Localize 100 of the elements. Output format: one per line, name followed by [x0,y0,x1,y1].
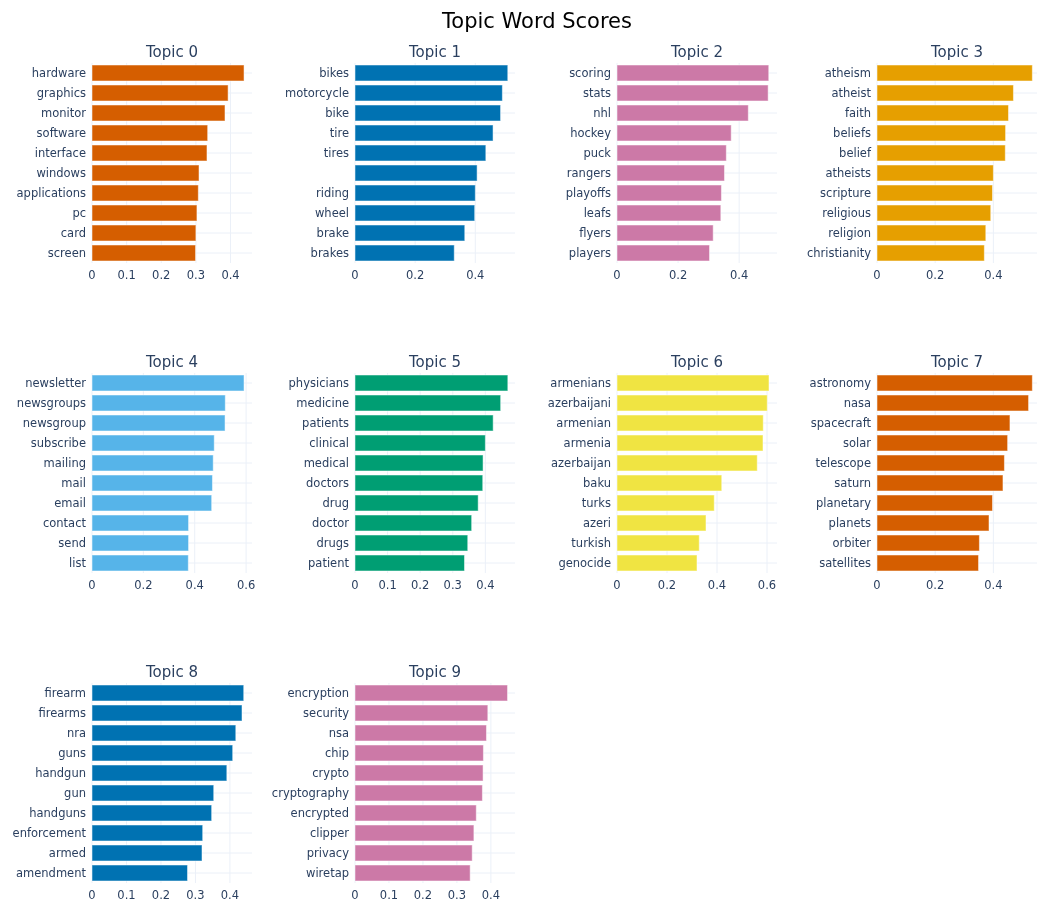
chart-subtitle: Topic 6 [669,353,724,371]
y-tick-label: belief [839,146,872,161]
bar [91,704,243,722]
bar [616,394,768,412]
x-tick-label: 0.2 [152,268,171,282]
x-tick-label: 0.4 [984,578,1003,592]
y-tick-label: beliefs [833,126,871,141]
bar [876,414,1011,432]
y-tick-label: motorcycle [285,86,349,101]
x-tick-label: 0.2 [657,578,677,592]
x-tick-label: 0.2 [926,268,945,282]
bar [354,184,476,202]
y-tick-label: astronomy [809,376,872,391]
y-tick-label: armenia [563,436,611,451]
x-tick-label: 0 [88,888,96,900]
bar [616,204,722,222]
y-tick-label: azerbaijan [551,456,611,471]
y-tick-label: bikes [319,66,350,81]
bar [616,84,769,102]
bar [876,124,1007,142]
chart-subtitle: Topic 3 [929,43,984,61]
bar [354,204,476,222]
bar [616,514,707,532]
x-tick-label: 0.2 [134,578,153,592]
bar [354,534,469,552]
bar [616,124,732,142]
bar [876,204,992,222]
y-tick-label: faith [844,106,871,121]
y-tick-label: guns [58,746,86,761]
chart-subtitle: Topic 2 [669,43,724,61]
bar [616,64,770,82]
bar [91,554,189,572]
y-tick-label: nasa [843,396,871,411]
x-tick-label: 0 [613,268,621,282]
bar [616,494,715,512]
x-tick-label: 0 [873,268,881,282]
x-tick-label: 0.4 [476,578,495,592]
y-tick-label: religious [822,206,871,221]
bar [354,84,503,102]
y-tick-label: armenian [556,416,611,431]
bar [91,474,213,492]
bar [91,164,200,182]
bar [91,784,215,802]
bar [876,514,990,532]
y-tick-label: atheism [824,66,871,81]
chart-subtitle: Topic 5 [407,353,462,371]
y-tick-label: monitor [41,106,87,121]
bar [91,204,198,222]
x-tick-label: 0.4 [481,888,501,900]
bar [616,104,749,122]
y-tick-label: christianity [806,246,872,261]
y-tick-label: wiretap [305,866,349,881]
y-tick-label: clinical [309,436,349,451]
bar [91,534,190,552]
bar [91,144,208,162]
y-tick-label: azerbaijani [547,396,611,411]
y-tick-label: physicians [288,376,349,391]
y-tick-label: drug [322,496,349,511]
x-tick-label: 0 [88,268,96,282]
bar [91,84,229,102]
y-tick-label: tires [323,146,349,161]
bar [354,124,494,142]
bar [91,764,228,782]
y-tick-label: puck [583,146,612,161]
y-tick-label: baku [583,476,611,491]
y-tick-label: encrypted [290,806,349,821]
bar [354,474,484,492]
y-tick-label: patients [302,416,349,431]
bar [616,534,700,552]
x-tick-label: 0.4 [707,578,727,592]
y-tick-label: doctor [312,516,350,531]
y-tick-label: planets [828,516,872,531]
bar [876,494,993,512]
x-tick-label: 0.6 [757,578,777,592]
y-tick-label: rangers [566,166,611,181]
bar [354,454,484,472]
x-tick-label: 0 [351,578,359,592]
x-tick-label: 0.2 [668,268,688,282]
y-tick-label: turks [581,496,611,511]
bar [354,394,502,412]
y-tick-label: email [54,496,86,511]
bar [616,434,764,452]
y-tick-label: hockey [570,126,612,141]
y-tick-label: flyers [579,226,611,241]
y-tick-label: crypto [312,766,349,781]
x-tick-label: 0.2 [413,888,433,900]
chart-subtitle: Topic 7 [929,353,984,371]
bar [354,724,487,742]
bar [91,124,209,142]
bar [876,184,993,202]
bar [91,394,226,412]
bar [616,164,725,182]
y-tick-label: wheel [314,206,349,221]
bar [616,184,722,202]
y-tick-label: patient [308,556,350,571]
chart-subtitle: Topic 0 [144,43,199,61]
bar [616,454,758,472]
y-tick-label: handguns [29,806,86,821]
x-tick-label: 0.2 [926,578,945,592]
x-tick-label: 0.3 [186,888,205,900]
